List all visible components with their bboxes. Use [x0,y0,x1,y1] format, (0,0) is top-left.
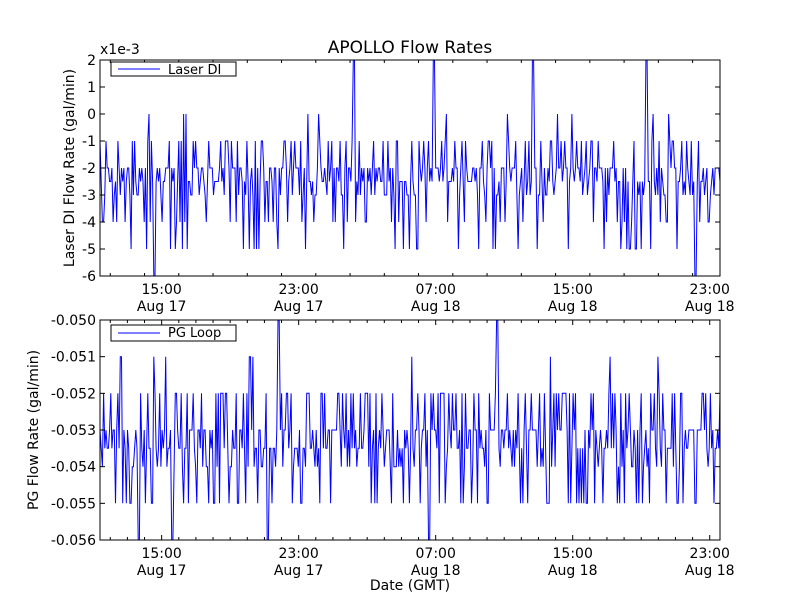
y-tick-label: -0.051 [51,350,96,366]
y-tick-label: -3 [82,188,96,204]
x-tick-date-label: Aug 18 [411,299,461,315]
y-tick-label: -0.052 [51,386,96,402]
series-line [99,319,721,541]
y-tick-label: -0.055 [51,496,96,512]
x-tick-date-label: Aug 18 [548,299,598,315]
x-tick-time-label: 15:00 [553,546,593,562]
legend-frame [110,324,237,342]
x-tick-time-label: 23:00 [690,282,730,298]
x-tick-time-label: 23:00 [278,546,318,562]
y-tick-label: -0.056 [51,533,96,549]
y-tick-label: 1 [87,80,96,96]
chart-title: APOLLO Flow Rates [328,38,493,58]
laser-di-y-axis: -6 -5 -4 -3 -2 -1 0 1 2 [82,53,720,285]
x-tick-date-label: Aug 17 [274,299,324,315]
legend-label: PG Loop [168,326,221,341]
y-tick-label: -0.053 [51,423,96,439]
y-tick-label: 2 [87,53,96,69]
y-tick-label: -0.054 [51,460,96,476]
y-tick-label: 0 [87,107,96,123]
legend-label: Laser DI [168,63,221,78]
x-tick-date-label: Aug 17 [137,299,187,315]
y-tick-label: -6 [82,269,96,285]
x-tick-time-label: 15:00 [553,282,593,298]
x-tick-date-label: Aug 18 [411,563,461,579]
x-tick-date-label: Aug 18 [548,563,598,579]
x-tick-date-label: Aug 17 [137,563,187,579]
pg-loop-y-axis: -0.056 -0.055 -0.054 -0.053 -0.052 -0.051 -0.0… [51,313,720,549]
y-tick-label: -5 [82,242,96,258]
y-tick-label: -1 [82,134,96,150]
pg-loop-legend: PG Loop [110,324,237,342]
laser-di-legend: Laser DI [110,61,237,78]
x-axis-label: Date (GMT) [370,578,450,594]
pg-loop-y-axis-label: PG Flow Rate (gal/min) [26,350,42,510]
x-tick-time-label: 07:00 [416,546,456,562]
x-tick-time-label: 23:00 [690,546,730,562]
y-tick-label: -4 [82,215,96,231]
laser-di-offset-label: x1e-3 [100,42,140,58]
x-tick-date-label: Aug 18 [685,563,735,579]
x-tick-time-label: 07:00 [416,282,456,298]
laser-di-y-axis-label: Laser DI Flow Rate (gal/min) [62,69,78,267]
x-tick-time-label: 15:00 [141,546,181,562]
x-tick-time-label: 15:00 [141,282,181,298]
pg-loop-series-line [99,319,721,541]
y-tick-label: -2 [82,161,96,177]
y-tick-label: -0.050 [51,313,96,329]
laser-di-series-line [99,59,721,277]
pg-loop-plot-frame [99,319,721,541]
legend-frame [110,61,237,77]
x-tick-date-label: Aug 17 [274,563,324,579]
x-tick-time-label: 23:00 [278,282,318,298]
x-tick-date-label: Aug 18 [685,299,735,315]
series-line [99,59,721,277]
pg-loop-panel: -0.056 -0.055 -0.054 -0.053 -0.052 -0.051 -0.0… [26,313,735,579]
